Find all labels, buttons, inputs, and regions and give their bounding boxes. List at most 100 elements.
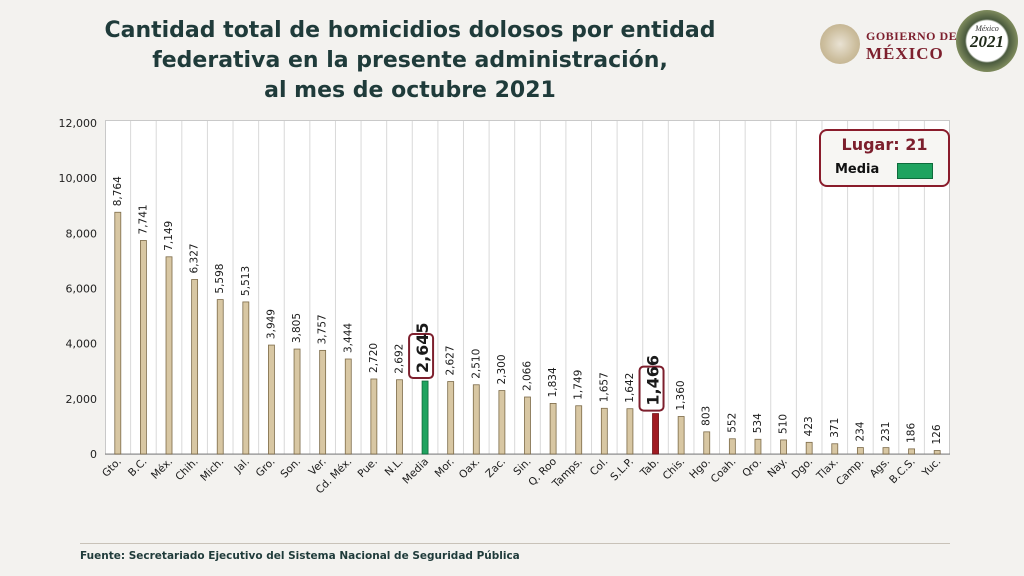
title-line-2: federativa en la presente administración… xyxy=(152,48,668,73)
value-label: 1,834 xyxy=(547,367,559,397)
value-callout-box xyxy=(408,333,435,380)
bar-gto- xyxy=(114,211,122,455)
coat-of-arms-icon xyxy=(820,24,860,64)
bar-sin- xyxy=(524,396,531,455)
bar-jal- xyxy=(242,301,250,455)
bar-b-c-s- xyxy=(908,448,915,455)
category-label: Oax. xyxy=(457,456,483,482)
category-label: Media xyxy=(400,456,431,487)
value-label: 231 xyxy=(880,422,892,442)
category-label: Jal. xyxy=(232,456,252,476)
bar-q-roo xyxy=(549,403,557,455)
value-label: 6,327 xyxy=(189,243,201,273)
lugar-label: Lugar: 21 xyxy=(841,135,928,154)
category-label: Chih. xyxy=(173,456,201,484)
bar-ver- xyxy=(319,349,327,455)
bar-yuc- xyxy=(933,450,941,455)
bar-coah- xyxy=(728,438,736,455)
bar-m-x- xyxy=(165,256,173,455)
badge-year: 2021 xyxy=(970,32,1004,51)
media-legend-label: Media xyxy=(835,162,880,177)
source-note: Fuente: Secretariado Ejecutivo del Siste… xyxy=(80,550,520,562)
y-tick-label: 0 xyxy=(90,448,97,461)
media-legend-swatch xyxy=(897,163,933,179)
value-label: 8,764 xyxy=(112,176,124,206)
bar-col- xyxy=(600,407,608,455)
highlighted-value-callout: 1,466 xyxy=(638,355,665,412)
category-label: Camp. xyxy=(834,456,867,489)
y-tick-label: 6,000 xyxy=(66,283,98,296)
bar-qro- xyxy=(754,438,762,455)
bar-tlax- xyxy=(831,443,839,455)
value-label: 3,444 xyxy=(342,323,354,353)
value-label: 423 xyxy=(803,416,815,436)
category-label: Mor. xyxy=(433,456,457,480)
bar-tamps- xyxy=(575,405,583,455)
bar-cd-m-x- xyxy=(344,358,352,455)
y-tick-label: 2,000 xyxy=(66,393,98,406)
title-line-1: Cantidad total de homicidios dolosos por… xyxy=(104,18,716,43)
value-label: 2,720 xyxy=(368,343,380,373)
y-tick-label: 8,000 xyxy=(66,227,98,240)
independence-2021-badge: México 2021 xyxy=(956,10,1018,72)
bar-camp- xyxy=(856,447,864,455)
highlighted-value-callout: 2,645 xyxy=(408,322,435,380)
value-label: 3,805 xyxy=(291,313,303,343)
y-tick-label: 4,000 xyxy=(66,338,98,351)
value-label: 7,149 xyxy=(163,221,175,251)
category-label: Tab. xyxy=(638,456,662,480)
gobierno-wordmark: GOBIERNO DE MÉXICO xyxy=(866,28,957,62)
bar-zac- xyxy=(498,390,506,455)
value-labels-layer: 8,764 7,741 7,149 6,327 5,598 5,513 3,949 3,805… xyxy=(112,176,943,445)
category-label: Gto. xyxy=(100,456,124,480)
value-label: 186 xyxy=(906,423,918,443)
bar-nay- xyxy=(780,439,787,455)
badge-subtitle: México xyxy=(975,24,999,33)
bar-chis- xyxy=(677,416,685,455)
category-label: Dgo. xyxy=(790,456,816,482)
value-label: 1,360 xyxy=(675,380,687,410)
category-label: B.C.S. xyxy=(887,456,918,487)
category-label: Zac. xyxy=(483,456,508,481)
category-label: Nay. xyxy=(765,456,789,480)
category-label: S.L.P. xyxy=(608,456,636,484)
value-label: 552 xyxy=(726,413,738,433)
bar-dgo- xyxy=(805,441,813,455)
category-label: Coah. xyxy=(709,456,739,486)
footer-divider xyxy=(80,543,950,544)
category-label: Gro. xyxy=(254,456,278,480)
category-label: Son. xyxy=(278,456,303,481)
value-label: 510 xyxy=(778,414,790,434)
bar-oax- xyxy=(472,384,480,455)
value-label: 5,598 xyxy=(214,264,226,294)
category-label: Mich. xyxy=(198,456,226,484)
value-label: 3,757 xyxy=(317,314,329,344)
bar-gro- xyxy=(268,344,275,455)
value-label: 1,466 xyxy=(644,355,663,406)
value-label: 1,749 xyxy=(573,370,585,400)
chart-title: Cantidad total de homicidios dolosos por… xyxy=(40,16,780,106)
title-line-3: al mes de octubre 2021 xyxy=(264,78,556,103)
grid-layer xyxy=(105,121,950,455)
category-label: B.C. xyxy=(126,456,149,479)
bars-layer xyxy=(114,211,941,455)
value-label: 7,741 xyxy=(137,204,149,234)
bar-hgo- xyxy=(703,431,711,455)
category-label: Méx. xyxy=(149,456,175,482)
value-label: 234 xyxy=(854,421,866,441)
bar-mich- xyxy=(216,299,224,455)
value-label: 803 xyxy=(701,406,713,426)
bar-son- xyxy=(293,348,301,455)
bar-media xyxy=(421,380,429,455)
value-label: 1,642 xyxy=(624,373,636,403)
bar-b-c- xyxy=(140,240,147,455)
bar-s-l-p- xyxy=(626,408,634,455)
gobierno-line-2: MÉXICO xyxy=(866,44,944,63)
category-label: Sin. xyxy=(511,456,533,478)
value-label: 1,657 xyxy=(598,372,610,402)
category-label: Ver. xyxy=(306,456,328,478)
y-tick-label: 10,000 xyxy=(59,172,98,185)
gobierno-line-1: GOBIERNO DE xyxy=(866,29,958,43)
bar-tab- xyxy=(652,413,659,455)
